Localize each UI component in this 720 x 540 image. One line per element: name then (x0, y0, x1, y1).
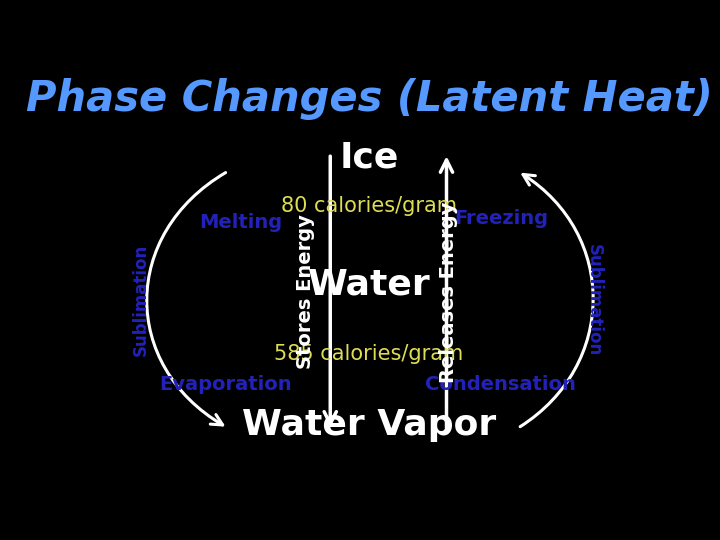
Text: Sublimation: Sublimation (585, 244, 603, 356)
Text: Phase Changes (Latent Heat): Phase Changes (Latent Heat) (26, 78, 712, 120)
Text: Freezing: Freezing (454, 210, 548, 228)
Text: Stores Energy: Stores Energy (296, 214, 315, 369)
Text: Ice: Ice (339, 140, 399, 174)
Text: Melting: Melting (199, 213, 283, 232)
Text: Water Vapor: Water Vapor (242, 408, 496, 442)
Text: 585 calories/gram: 585 calories/gram (274, 343, 464, 363)
Text: 80 calories/gram: 80 calories/gram (281, 195, 457, 215)
FancyArrowPatch shape (520, 174, 593, 427)
Text: Releases Energy: Releases Energy (438, 201, 457, 383)
Text: Sublimation: Sublimation (131, 244, 149, 356)
FancyArrowPatch shape (147, 173, 225, 425)
Text: Condensation: Condensation (426, 375, 576, 394)
Text: Water: Water (307, 267, 431, 301)
Text: Evaporation: Evaporation (159, 375, 292, 394)
